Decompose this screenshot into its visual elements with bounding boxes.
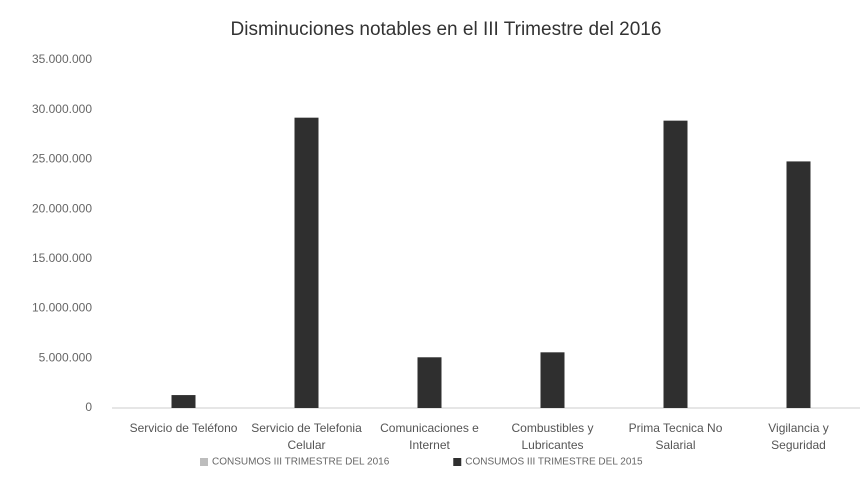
y-tick-label: 15.000.000 <box>32 251 92 265</box>
legend-swatch <box>453 458 462 466</box>
bar <box>540 352 565 408</box>
bar <box>417 357 442 408</box>
y-tick-label: 25.000.000 <box>32 152 92 166</box>
x-tick-label: Combustibles y Lubricantes <box>511 421 594 452</box>
y-tick-label: 20.000.000 <box>32 201 92 215</box>
x-tick-label: Servicio de Teléfono <box>129 421 238 435</box>
y-tick-label: 35.000.000 <box>32 52 92 66</box>
y-tick-label: 0 <box>85 400 92 414</box>
bar <box>663 120 688 408</box>
legend-label: CONSUMOS III TRIMESTRE DEL 2016 <box>212 457 390 468</box>
x-tick-label: Servicio de Telefonia Celular <box>251 421 362 452</box>
chart-title: Disminuciones notables en el III Trimest… <box>231 19 662 40</box>
y-tick-label: 30.000.000 <box>32 102 92 116</box>
bar <box>786 161 811 408</box>
bar <box>171 395 196 408</box>
x-tick-label: Vigilancia y Seguridad <box>768 421 829 452</box>
x-tick-label: Prima Tecnica No Salarial <box>628 421 723 452</box>
y-tick-label: 10.000.000 <box>32 301 92 315</box>
legend-label: CONSUMOS III TRIMESTRE DEL 2015 <box>465 457 643 468</box>
y-tick-label: 5.000.000 <box>39 350 93 364</box>
x-tick-label: Comunicaciones e Internet <box>380 421 479 452</box>
bar <box>294 117 319 408</box>
legend-swatch <box>200 458 208 466</box>
